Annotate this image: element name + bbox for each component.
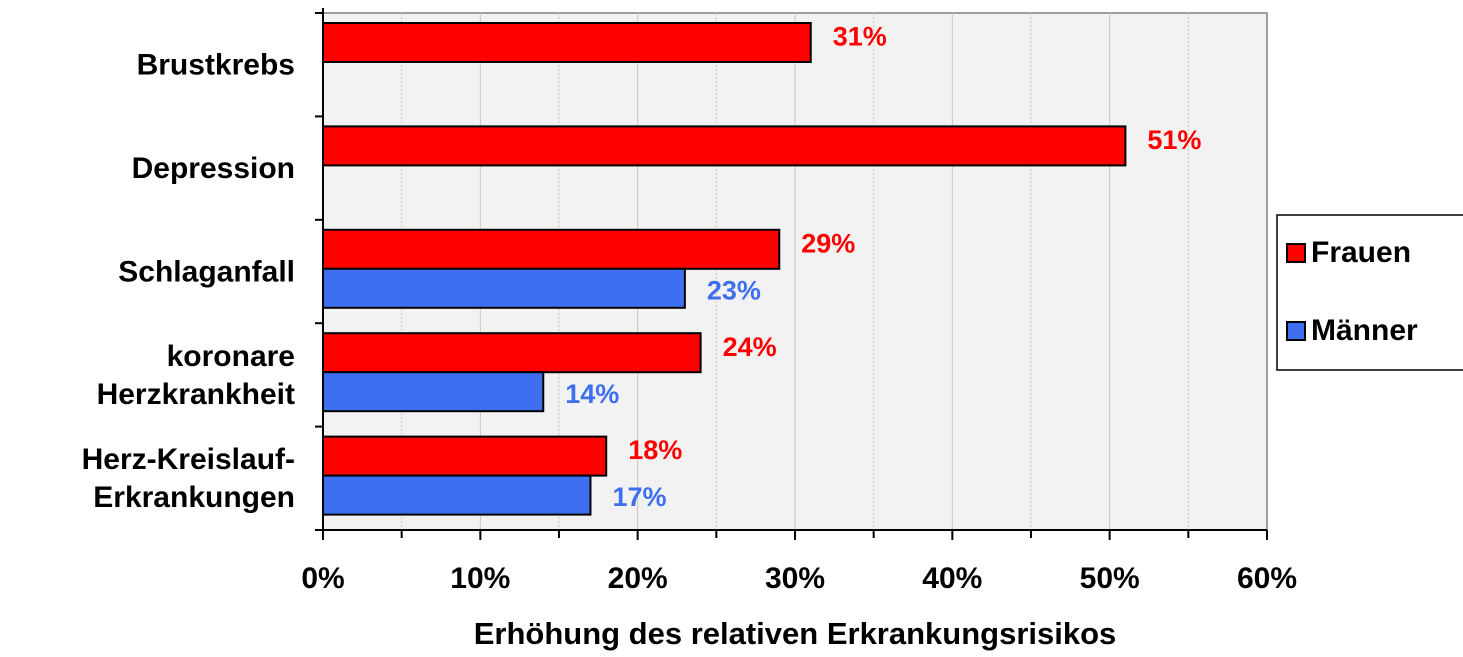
data-label: 31% xyxy=(833,22,887,52)
bar xyxy=(322,435,608,477)
x-tick-label: 40% xyxy=(922,562,982,595)
bar xyxy=(322,228,781,270)
x-tick-label: 30% xyxy=(765,562,825,595)
bar xyxy=(322,22,812,63)
y-tick-label: Herz-Kreislauf- xyxy=(82,443,295,476)
bar xyxy=(322,474,592,516)
legend-label: Männer xyxy=(1311,314,1418,347)
bar xyxy=(322,332,702,374)
legend-swatch xyxy=(1286,321,1306,341)
y-tick-label: Erkrankungen xyxy=(93,481,295,514)
y-tick-label: Schlaganfall xyxy=(118,255,295,288)
legend-swatch xyxy=(1286,243,1306,263)
legend-label: Frauen xyxy=(1311,236,1411,269)
data-label: 17% xyxy=(612,482,666,512)
x-tick-label: 60% xyxy=(1237,562,1297,595)
data-label: 24% xyxy=(723,332,777,362)
y-tick-label: Herzkrankheit xyxy=(97,378,295,411)
data-label: 14% xyxy=(565,379,619,409)
y-tick-label: koronare xyxy=(167,340,295,373)
x-tick-label: 10% xyxy=(450,562,510,595)
data-label: 51% xyxy=(1147,125,1201,155)
data-label: 29% xyxy=(801,228,855,258)
data-label: 18% xyxy=(628,435,682,465)
bar xyxy=(322,125,1127,167)
bar xyxy=(322,371,545,413)
x-tick-label: 0% xyxy=(301,562,344,595)
y-tick-label: Depression xyxy=(132,152,295,185)
x-tick-label: 50% xyxy=(1080,562,1140,595)
data-label: 23% xyxy=(707,275,761,305)
bar xyxy=(322,267,686,309)
y-tick-label: Brustkrebs xyxy=(137,49,295,82)
legend-box xyxy=(1276,214,1463,371)
x-axis-title: Erhöhung des relativen Erkrankungsrisiko… xyxy=(474,616,1117,651)
x-tick-label: 20% xyxy=(608,562,668,595)
